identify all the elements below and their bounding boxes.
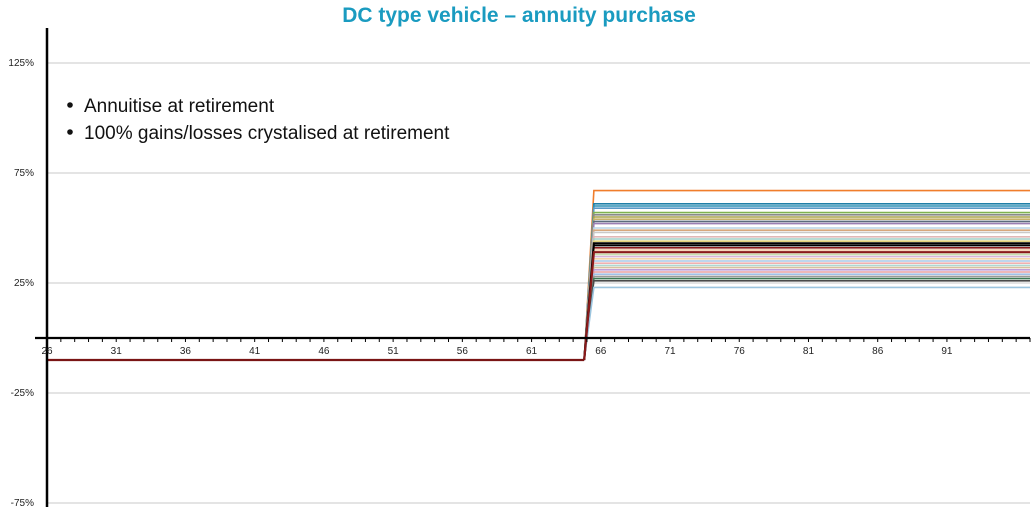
x-tick-label: 46 bbox=[318, 346, 330, 357]
y-axis-ticks: 125% 75% 25% -25% -75% bbox=[8, 58, 34, 509]
grid-lines bbox=[47, 62, 1030, 504]
x-tick-label: 86 bbox=[872, 346, 884, 357]
y-tick-label: 125% bbox=[8, 58, 34, 69]
y-tick-label: 75% bbox=[14, 168, 34, 179]
series-line bbox=[583, 249, 1030, 361]
x-tick-label: 71 bbox=[664, 346, 676, 357]
annotation-2: 100% gains/losses crystalised at retirem… bbox=[84, 123, 450, 144]
annotation-1: Annuitise at retirement bbox=[84, 96, 275, 117]
chart-title: DC type vehicle – annuity purchase bbox=[342, 4, 696, 27]
x-tick-label: 31 bbox=[111, 346, 123, 357]
x-tick-label: 41 bbox=[249, 346, 261, 357]
y-tick-label: 25% bbox=[14, 278, 34, 289]
x-tick-label: 51 bbox=[388, 346, 400, 357]
series-line bbox=[583, 236, 1030, 361]
x-tick-label: 61 bbox=[526, 346, 538, 357]
x-tick-label: 66 bbox=[595, 346, 607, 357]
highlight-series-line bbox=[583, 251, 1030, 361]
x-tick-label: 26 bbox=[41, 346, 53, 357]
annotations: Annuitise at retirement 100% gains/losse… bbox=[67, 96, 450, 144]
y-tick-label: -75% bbox=[11, 498, 34, 509]
x-tick-label: 81 bbox=[803, 346, 815, 357]
bullet-icon bbox=[67, 129, 73, 135]
x-tick-label: 91 bbox=[941, 346, 953, 357]
x-axis-ticks: 26 31 36 41 46 51 56 61 66 71 76 81 86 91 bbox=[41, 346, 952, 357]
series-line bbox=[583, 220, 1030, 361]
axes bbox=[35, 28, 1031, 507]
x-tick-label: 56 bbox=[457, 346, 469, 357]
bullet-icon bbox=[67, 102, 73, 108]
series-line bbox=[583, 189, 1030, 361]
y-tick-label: -25% bbox=[11, 388, 34, 399]
series-lines bbox=[47, 189, 1030, 362]
x-tick-label: 36 bbox=[180, 346, 192, 357]
x-tick-label: 76 bbox=[734, 346, 746, 357]
